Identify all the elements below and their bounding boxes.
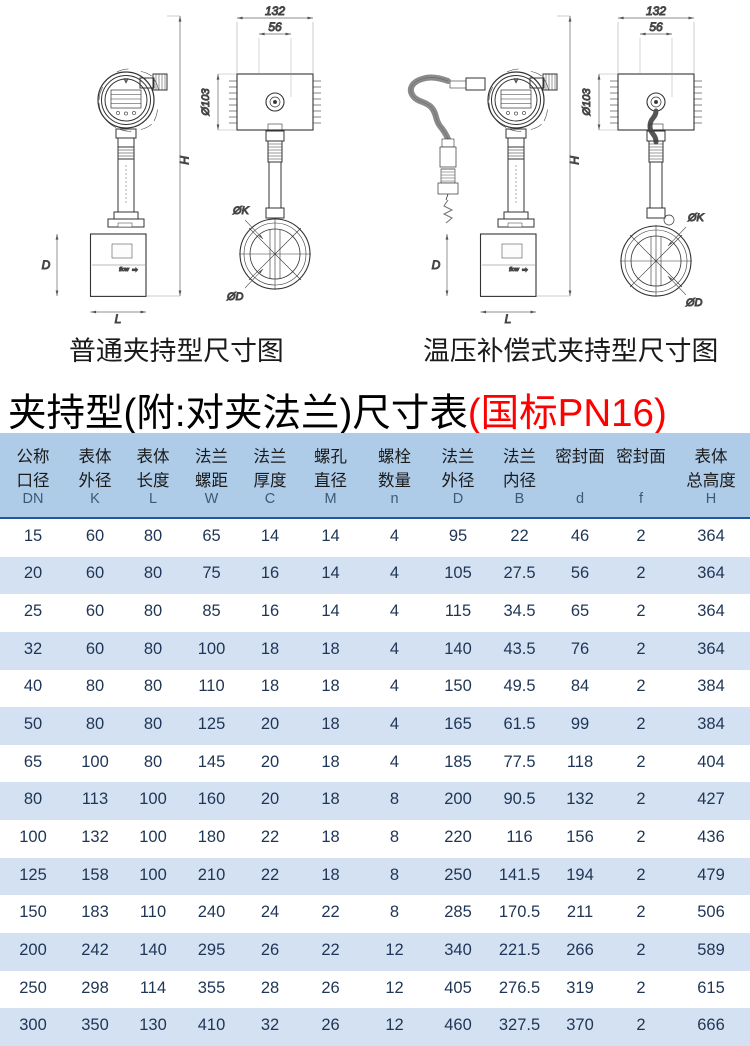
svg-text:H: H — [567, 156, 581, 165]
svg-text:ØD: ØD — [226, 291, 244, 303]
svg-text:D: D — [432, 258, 441, 272]
svg-text:ØD: ØD — [685, 297, 703, 309]
svg-text:132: 132 — [265, 4, 285, 18]
svg-text:56: 56 — [268, 20, 282, 34]
svg-text:H: H — [177, 156, 191, 165]
svg-text:D: D — [42, 258, 51, 272]
svg-text:flow: flow — [509, 267, 520, 273]
svg-text:L: L — [505, 312, 512, 326]
svg-text:flow: flow — [119, 267, 130, 273]
svg-text:132: 132 — [646, 4, 666, 18]
svg-text:▽: ▽ — [514, 78, 518, 84]
svg-text:56: 56 — [649, 20, 663, 34]
svg-text:Ø103: Ø103 — [581, 88, 593, 117]
svg-text:L: L — [115, 312, 122, 326]
svg-text:ØK: ØK — [687, 212, 705, 224]
svg-text:ØK: ØK — [232, 205, 250, 217]
svg-text:▽: ▽ — [124, 78, 128, 84]
svg-text:⇨: ⇨ — [522, 267, 528, 274]
svg-text:⇨: ⇨ — [132, 267, 138, 274]
svg-text:Ø103: Ø103 — [200, 88, 212, 117]
